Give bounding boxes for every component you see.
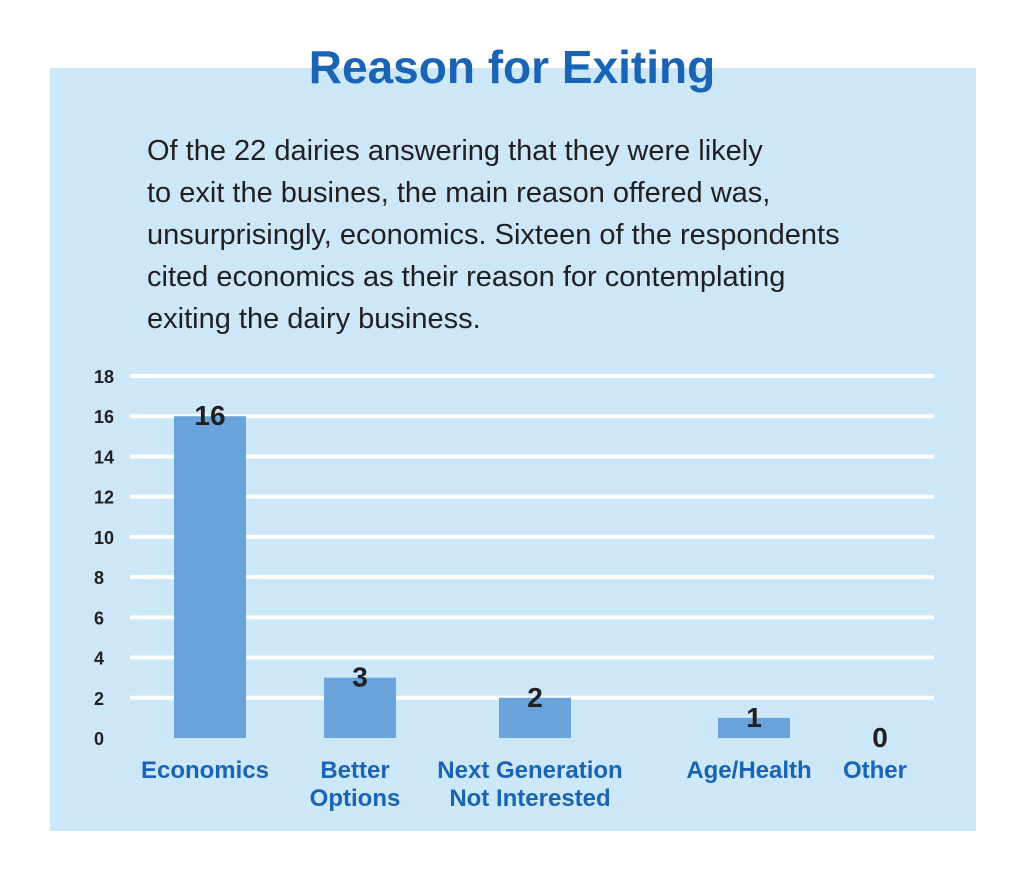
description-line: exiting the dairy business. [147,303,481,335]
bar [324,677,396,738]
bar [499,697,571,738]
bar [718,717,790,738]
x-tick-label: Economics [141,757,269,784]
data-label: 3 [352,662,368,693]
y-tick-label: 14 [94,447,114,467]
bar [174,416,246,738]
x-tick-label: Options [310,785,401,812]
x-tick-label: Age/Health [686,757,811,784]
y-tick-label: 16 [94,407,114,427]
data-label: 1 [746,702,762,733]
description-line: cited economics as their reason for cont… [147,261,786,293]
y-tick-label: 18 [94,367,114,387]
y-tick-label: 6 [94,608,104,628]
y-tick-label: 12 [94,488,114,508]
x-tick-label: Better [320,757,389,784]
chart-description: Of the 22 dairies answering that they we… [147,130,947,340]
description-line: unsurprisingly, economics. Sixteen of th… [147,219,840,251]
y-tick-label: 0 [94,729,104,749]
x-tick-label: Next Generation [437,757,622,784]
y-tick-label: 4 [94,649,104,669]
y-tick-label: 8 [94,568,104,588]
x-tick-label: Not Interested [449,785,610,812]
data-label: 2 [527,682,543,713]
data-label: 16 [194,400,225,431]
x-tick-label: Other [843,757,907,784]
data-label: 0 [872,722,888,753]
description-line: Of the 22 dairies answering that they we… [147,135,763,167]
y-tick-label: 2 [94,689,104,709]
description-line: to exit the busines, the main reason off… [147,177,771,209]
y-tick-label: 10 [94,528,114,548]
chart-title: Reason for Exiting [308,41,716,93]
